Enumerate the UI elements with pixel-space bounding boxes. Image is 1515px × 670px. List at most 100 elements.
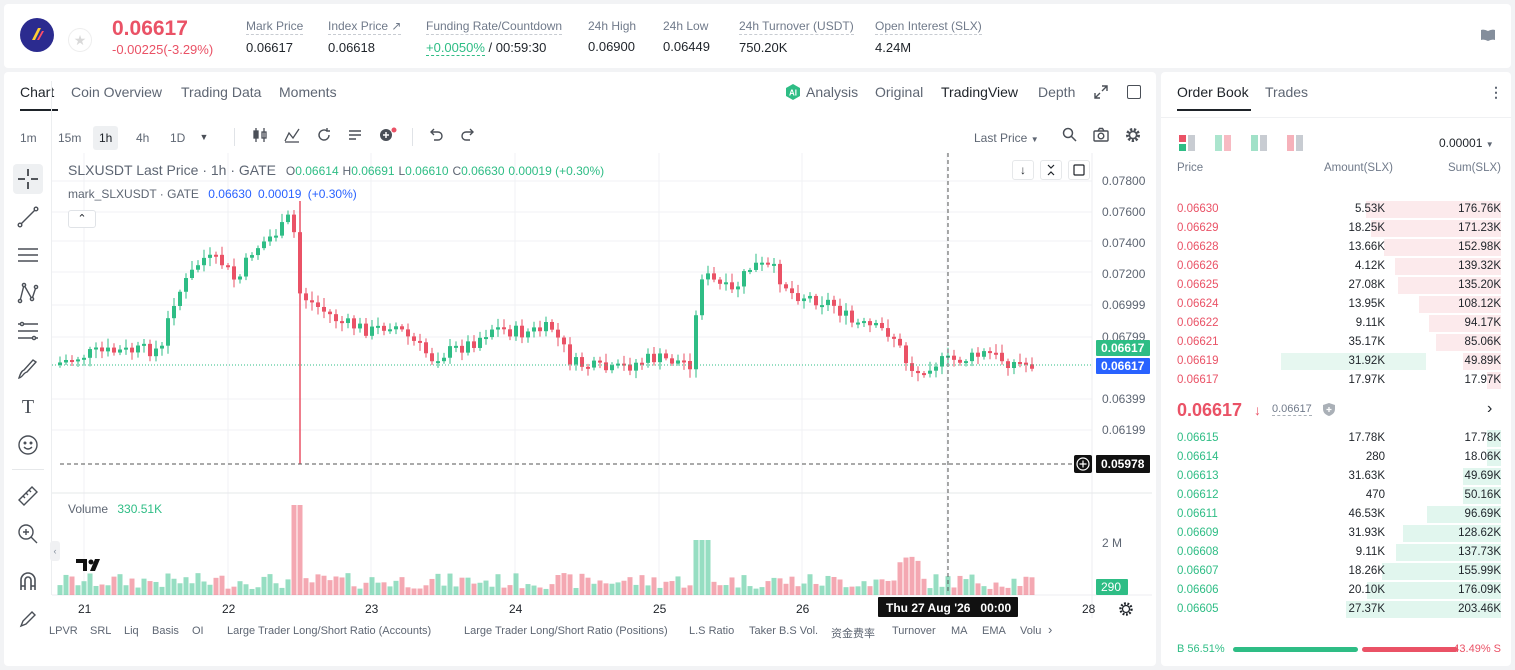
bid-row[interactable]: 0.06605 27.37K 203.46K [1161,600,1511,619]
candle-body [526,331,530,338]
bid-row[interactable]: 0.06612 470 50.16K [1161,486,1511,505]
ask-row[interactable]: 0.06624 13.95K 108.12K [1161,295,1511,314]
favorite-star-icon[interactable]: ★ [68,28,92,52]
bid-row[interactable]: 0.06614 280 18.06K [1161,448,1511,467]
ind-liq[interactable]: Liq [124,625,139,637]
time-axis-settings-icon[interactable] [1119,602,1133,616]
view-both-icon[interactable] [1179,135,1195,154]
expand-icon[interactable] [1094,85,1108,99]
ask-row[interactable]: 0.06628 13.66K 152.98K [1161,238,1511,257]
bid-row[interactable]: 0.06615 17.78K 17.78K [1161,429,1511,448]
more-menu-icon[interactable]: ⋮ [1489,84,1503,100]
tf-4h[interactable]: 4h [136,131,150,145]
settings-gear-icon[interactable] [1123,127,1143,147]
collapse-icon[interactable] [1040,160,1062,180]
ind-basis[interactable]: Basis [152,625,179,637]
candlestick-chart[interactable]: 0.07800 0.07600 0.07400 0.07200 0.06999 … [52,153,1152,618]
view-bids-only-icon[interactable] [1251,135,1267,154]
ind-ltlsr-accounts[interactable]: Large Trader Long/Short Ratio (Accounts) [227,625,432,637]
view-asks-only-icon[interactable] [1287,135,1303,154]
ind-oi[interactable]: OI [192,625,204,637]
fib-tool-icon[interactable] [13,316,43,346]
svg-text:290: 290 [1101,580,1121,594]
add-indicator-icon[interactable] [378,127,398,147]
volume-bar [1005,587,1011,595]
ask-row[interactable]: 0.06622 9.11K 94.17K [1161,314,1511,333]
ind-funding-rate[interactable]: 资金费率 [831,628,875,640]
ruler-tool-icon[interactable] [13,481,43,511]
view-bids-icon[interactable] [1215,135,1231,154]
search-icon[interactable] [1059,127,1079,147]
bid-row[interactable]: 0.06606 20.10K 176.09K [1161,581,1511,600]
collapse-toolbar-icon[interactable]: ‹ [50,541,60,561]
tab-trades[interactable]: Trades [1265,84,1309,100]
ask-row[interactable]: 0.06617 17.97K 17.97K [1161,371,1511,390]
book-icon[interactable] [1480,28,1496,42]
sell-ratio-bar [1362,647,1458,652]
chevron-right-icon[interactable]: › [1048,622,1053,637]
emoji-tool-icon[interactable] [13,430,43,460]
price-source-select[interactable]: Last Price ▼ [974,131,1039,145]
ind-lpvr[interactable]: LPVR [49,625,78,637]
crosshair-tool-icon[interactable] [13,164,43,194]
tf-15m[interactable]: 15m [58,131,82,145]
chevron-right-icon[interactable]: › [1487,400,1493,417]
replay-icon[interactable] [314,127,334,147]
tab-original[interactable]: Original [875,84,924,100]
stat-index-price[interactable]: Index Price ↗ 0.06618 [328,19,402,55]
tab-tradingview[interactable]: TradingView [941,84,1019,100]
collapse-legend-chevron-up-icon[interactable]: ⌃ [68,210,96,228]
ind-ema[interactable]: EMA [982,625,1006,637]
ind-ma[interactable]: MA [951,625,968,637]
volume-bar [315,574,321,595]
ind-srl[interactable]: SRL [90,625,112,637]
tab-coin-overview[interactable]: Coin Overview [71,84,163,100]
bid-row[interactable]: 0.06607 18.26K 155.99K [1161,562,1511,581]
pencil-lock-icon[interactable] [13,604,43,634]
camera-icon[interactable] [1091,127,1111,147]
ask-row[interactable]: 0.06630 5.53K 176.76K [1161,200,1511,219]
bid-row[interactable]: 0.06609 31.93K 128.62K [1161,524,1511,543]
ask-row[interactable]: 0.06629 18.25K 171.23K [1161,219,1511,238]
tf-1h[interactable]: 1h [93,126,119,150]
templates-icon[interactable] [345,127,365,147]
ind-taker-bs-vol[interactable]: Taker B.S Vol. [749,625,819,637]
tab-order-book[interactable]: Order Book [1177,84,1249,100]
trendline-tool-icon[interactable] [13,202,43,232]
ind-ls-ratio[interactable]: L.S Ratio [689,625,735,637]
candle-type-icon[interactable] [250,127,270,147]
bid-row[interactable]: 0.06611 46.53K 96.69K [1161,505,1511,524]
text-tool-icon[interactable]: T [21,395,35,418]
bid-row[interactable]: 0.06613 31.63K 49.69K [1161,467,1511,486]
pattern-tool-icon[interactable] [13,278,43,308]
volume-bar [513,573,519,595]
brush-tool-icon[interactable] [13,354,43,384]
undo-icon[interactable] [426,127,446,147]
indicators-icon[interactable] [282,127,302,147]
tf-1m[interactable]: 1m [20,131,37,145]
tf-dropdown-icon[interactable]: ▼ [199,132,209,142]
ask-row[interactable]: 0.06621 35.17K 85.06K [1161,333,1511,352]
bid-row[interactable]: 0.06608 9.11K 137.73K [1161,543,1511,562]
arrow-down-icon[interactable]: ↓ [1012,160,1034,180]
magnet-tool-icon[interactable] [13,566,43,596]
ind-volume[interactable]: Volu [1020,625,1042,637]
zoom-in-icon[interactable] [13,519,43,549]
ask-row[interactable]: 0.06625 27.08K 135.20K [1161,276,1511,295]
tab-depth[interactable]: Depth [1038,84,1076,100]
ind-ltlsr-positions[interactable]: Large Trader Long/Short Ratio (Positions… [464,625,668,637]
maximize-pane-icon[interactable] [1068,160,1090,180]
hline-tool-icon[interactable] [13,240,43,270]
tab-trading-data[interactable]: Trading Data [181,84,262,100]
tab-chart[interactable]: Chart [20,84,55,100]
tab-analysis[interactable]: Analysis [806,84,859,100]
depth-bar [1427,506,1501,523]
ind-turnover[interactable]: Turnover [892,625,936,637]
redo-icon[interactable] [458,127,478,147]
window-icon[interactable] [1127,85,1141,99]
tf-1d[interactable]: 1D [170,131,186,145]
ask-row[interactable]: 0.06626 4.12K 139.32K [1161,257,1511,276]
precision-select[interactable]: 0.00001 ▼ [1439,136,1494,150]
tab-moments[interactable]: Moments [279,84,337,100]
ask-row[interactable]: 0.06619 31.92K 49.89K [1161,352,1511,371]
